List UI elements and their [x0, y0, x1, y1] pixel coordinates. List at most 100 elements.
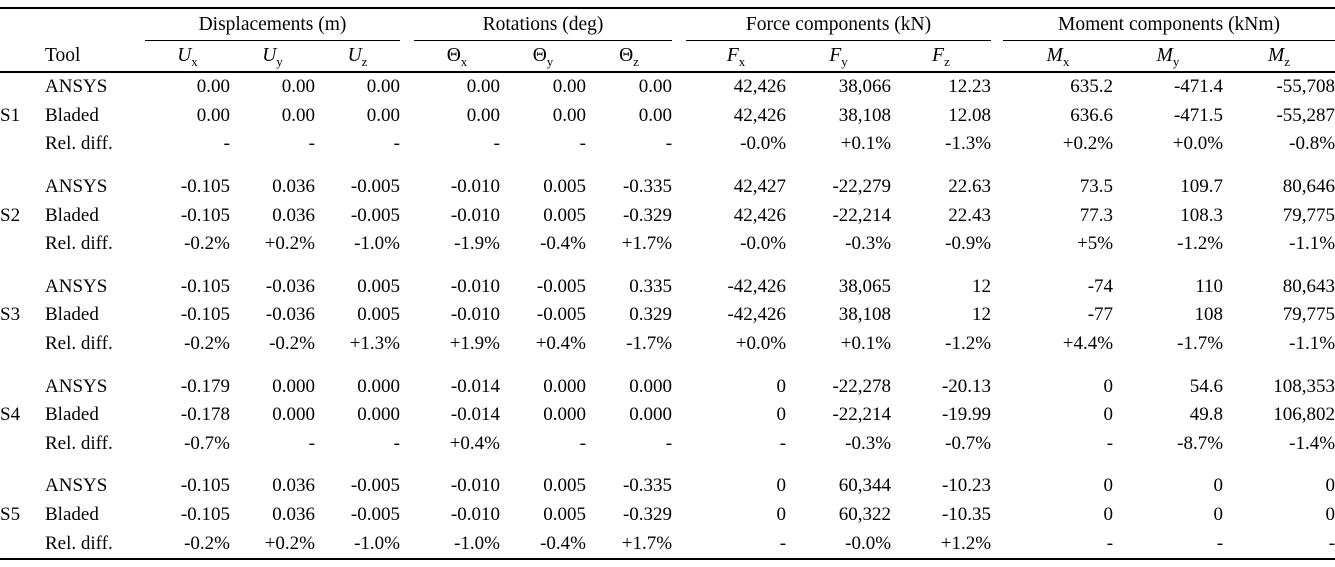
value-cell: 22.43	[948, 204, 992, 226]
value-cell: -	[665, 133, 673, 155]
value-cell: -0.010	[450, 304, 500, 326]
group-gap	[400, 130, 414, 159]
value-cell: -	[1106, 532, 1114, 554]
tool-label: Rel. diff.	[45, 133, 113, 155]
table-row-s3-2: Bladed -0.105 -0.036 0.005 -0.010 -0.005 0.329…	[0, 301, 1335, 330]
value-cell: -0.0%	[845, 532, 892, 554]
group-gap	[672, 201, 686, 230]
value-cell: +0.0%	[735, 333, 787, 355]
value-cell: -0.329	[622, 204, 673, 226]
s-column-blank	[0, 40, 45, 73]
value-cell: -55,708	[1276, 76, 1335, 98]
value-cell: -0.005	[350, 204, 400, 226]
value-cell: -0.105	[180, 504, 230, 526]
value-cell: 0.036	[272, 204, 315, 226]
value-cell: -	[579, 133, 586, 155]
value-cell: 0.000	[629, 375, 673, 397]
value-cell: 0.000	[357, 404, 400, 426]
group-label-s2: S2	[0, 204, 21, 226]
value-cell: 12	[972, 304, 992, 326]
value-cell: -1.1%	[1289, 233, 1335, 255]
value-cell: -	[779, 432, 787, 454]
group-gap	[672, 301, 686, 330]
value-cell: -1.0%	[354, 233, 400, 255]
value-cell: 0.00	[281, 76, 315, 98]
table-row-s5-2: Bladed -0.105 0.036 -0.005 -0.010 0.005 -0.329…	[0, 501, 1335, 530]
group-gap	[400, 330, 414, 359]
value-cell: -	[393, 432, 400, 454]
group-gap	[672, 472, 686, 501]
value-cell: -0.0%	[740, 133, 787, 155]
col-header-mx: Mx	[1003, 40, 1114, 73]
value-cell: -1.0%	[354, 532, 400, 554]
value-cell: -0.105	[180, 304, 230, 326]
value-cell: 0.005	[543, 204, 586, 226]
value-cell: 0.036	[272, 475, 315, 497]
tool-label: ANSYS	[45, 375, 108, 397]
value-cell: 0.000	[357, 375, 400, 397]
table-row-s3-1: S3 ANSYS -0.105 -0.036 0.005 -0.010 -0.005 0.33…	[0, 273, 1335, 326]
group-spacer-cell	[0, 259, 1335, 273]
value-cell: +0.2%	[1062, 133, 1114, 155]
value-cell: 49.8	[1189, 404, 1224, 426]
col-header-thetay: Θy	[500, 40, 586, 73]
table-row-s1-1: S1 ANSYS 0.00 0.00 0.00 0.00 0.00 0.00 42,426 38,…	[0, 72, 1335, 126]
value-cell: 635.2	[1070, 76, 1114, 98]
value-cell: +0.4%	[449, 432, 500, 454]
group-gap	[672, 430, 686, 459]
group-spacer-row	[0, 458, 1335, 472]
group-gap	[400, 529, 414, 559]
value-cell: -	[779, 532, 787, 554]
value-cell: 42,426	[733, 76, 787, 98]
value-cell: -1.9%	[454, 233, 500, 255]
group-gap	[991, 230, 1003, 259]
table-row-s5-1: S5 ANSYS -0.105 0.036 -0.005 -0.010 0.005 -0.33…	[0, 472, 1335, 525]
value-cell: -22,279	[832, 176, 892, 198]
value-cell: 0.000	[272, 375, 315, 397]
value-cell: -0.2%	[269, 333, 315, 355]
group-header-displacements: Displacements (m)	[145, 8, 400, 41]
value-cell: +0.0%	[1172, 133, 1224, 155]
col-header-fy: Fy	[786, 40, 892, 73]
value-cell: -0.179	[180, 375, 230, 397]
col-header-thetax: Θx	[414, 40, 500, 73]
tool-label: Rel. diff.	[45, 432, 113, 454]
value-cell: 0	[1103, 375, 1114, 397]
group-gap	[672, 330, 686, 359]
value-cell: +1.2%	[940, 532, 992, 554]
group-gap	[672, 372, 686, 401]
value-cell: -0.4%	[540, 233, 586, 255]
value-cell: 0.00	[552, 104, 586, 126]
col-header-thetaz: Θz	[586, 40, 673, 73]
value-cell: -1.2%	[945, 333, 992, 355]
table-row-s2-3: Rel. diff. -0.2% +0.2% -1.0% -1.9% -0.4% +1.7%…	[0, 230, 1335, 259]
table-row-s4-3: Rel. diff. -0.7% - - +0.4% - - - -0.3% -0.7% - -8.7…	[0, 430, 1335, 459]
value-cell: 0.00	[196, 104, 230, 126]
value-cell: 79,775	[1282, 204, 1335, 226]
tool-label: Bladed	[45, 304, 99, 326]
value-cell: 636.6	[1070, 104, 1114, 126]
value-cell: 0.00	[366, 104, 400, 126]
table-body: S1 ANSYS 0.00 0.00 0.00 0.00 0.00 0.00 42,426 38,…	[0, 72, 1335, 559]
group-label-s3: S3	[0, 304, 21, 326]
value-cell: 38,065	[838, 275, 892, 297]
value-cell: 0.00	[466, 76, 500, 98]
value-cell: -0.8%	[1289, 133, 1335, 155]
group-gap	[672, 230, 686, 259]
group-gap	[400, 201, 414, 230]
table-row-s2-2: Bladed -0.105 0.036 -0.005 -0.010 0.005 -0.329…	[0, 201, 1335, 230]
value-cell: 108	[1194, 304, 1224, 326]
group-gap	[672, 130, 686, 159]
group-gap	[991, 273, 1003, 302]
value-cell: 0.335	[629, 275, 673, 297]
value-cell: 0.00	[638, 76, 673, 98]
value-cell: -0.010	[450, 475, 500, 497]
group-gap	[400, 301, 414, 330]
col-header-uy: Uy	[230, 40, 315, 73]
value-cell: 109.7	[1180, 176, 1224, 198]
value-cell: -0.010	[450, 176, 500, 198]
value-cell: -	[308, 133, 315, 155]
group-header-moments: Moment components (kNm)	[1003, 8, 1335, 41]
group-label-s5: S5	[0, 504, 21, 526]
tool-label: ANSYS	[45, 176, 108, 198]
